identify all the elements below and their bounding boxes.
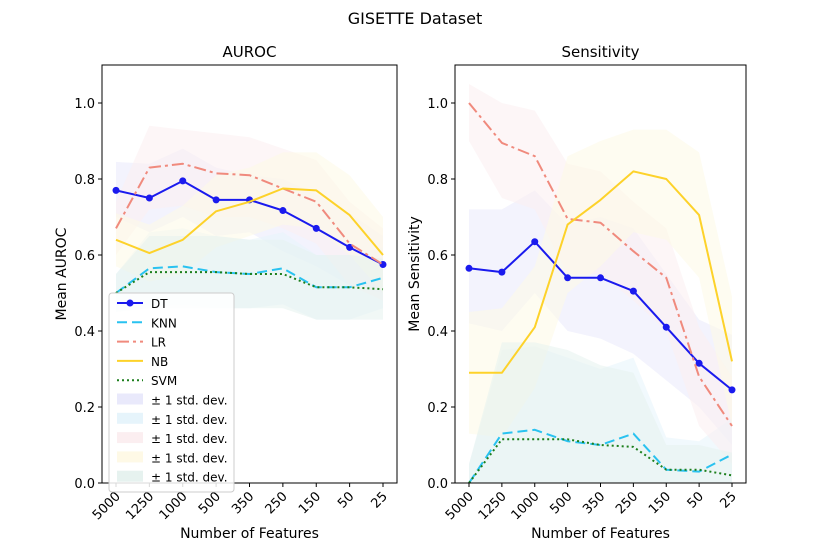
y-tick-label: 1.0 bbox=[74, 97, 95, 112]
x-tick-label: 350 bbox=[229, 489, 257, 517]
dt-point bbox=[498, 268, 506, 276]
lr-line bbox=[115, 162, 384, 266]
y-tick-label: 0.6 bbox=[427, 249, 448, 264]
x-tick-label: 500 bbox=[547, 489, 575, 517]
x-tick-label: 1000 bbox=[157, 489, 191, 523]
legend-band-swatch-nb bbox=[117, 451, 143, 463]
legend-band-label: ± 1 std. dev. bbox=[151, 471, 228, 485]
figure-title: GISETTE Dataset bbox=[348, 9, 483, 28]
plot-area bbox=[112, 125, 387, 320]
x-tick-label: 50 bbox=[685, 489, 707, 511]
y-tick-label: 0.4 bbox=[74, 325, 95, 340]
dt-point bbox=[695, 359, 703, 367]
y-tick-label: 0.0 bbox=[427, 477, 448, 492]
x-tick-label: 5000 bbox=[90, 489, 124, 523]
dt-std-band bbox=[469, 190, 732, 445]
lr-std-band bbox=[469, 84, 732, 464]
legend-label-dt: DT bbox=[151, 297, 168, 311]
dt-point bbox=[465, 264, 473, 272]
x-tick-label: 25 bbox=[369, 489, 391, 511]
dt-point bbox=[728, 386, 736, 394]
y-tick-label: 0.0 bbox=[74, 477, 95, 492]
x-tick-label: 250 bbox=[613, 489, 641, 517]
y-tick-label: 0.8 bbox=[74, 173, 95, 188]
dt-point bbox=[279, 207, 287, 215]
y-tick-label: 0.2 bbox=[427, 401, 448, 416]
svm-line bbox=[115, 271, 384, 294]
dt-point bbox=[662, 323, 670, 331]
legend-label-knn: KNN bbox=[151, 316, 177, 330]
legend-band-swatch-dt bbox=[117, 393, 143, 405]
dt-point bbox=[145, 194, 153, 202]
plot-area bbox=[465, 84, 736, 483]
lr-line bbox=[468, 102, 733, 427]
y-tick-label: 0.2 bbox=[74, 401, 95, 416]
nb-line bbox=[469, 170, 733, 374]
x-tick-label: 1000 bbox=[509, 489, 543, 523]
dt-point bbox=[179, 177, 187, 185]
legend-band-label: ± 1 std. dev. bbox=[151, 394, 228, 408]
dt-point bbox=[112, 186, 120, 194]
panel-title: AUROC bbox=[223, 43, 277, 61]
legend-marker-dt bbox=[126, 299, 134, 307]
y-axis-label: Mean AUROC bbox=[54, 227, 70, 320]
legend-band-label: ± 1 std. dev. bbox=[151, 451, 228, 465]
dt-point bbox=[564, 274, 572, 282]
dt-point bbox=[531, 238, 539, 246]
dt-point bbox=[597, 274, 604, 282]
legend: DT KNN LR NB SVM ± 1 std. dev. ± 1 std. dev. ± … bbox=[108, 292, 235, 493]
svm-line bbox=[468, 438, 733, 483]
dt-point bbox=[212, 196, 220, 204]
legend-label-svm: SVM bbox=[151, 374, 177, 388]
legend-band-swatch-knn bbox=[117, 412, 143, 424]
x-tick-label: 1250 bbox=[476, 489, 510, 523]
legend-band-label: ± 1 std. dev. bbox=[151, 432, 228, 446]
x-tick-label: 150 bbox=[296, 489, 324, 517]
x-tick-label: 250 bbox=[263, 489, 291, 517]
legend-label-nb: NB bbox=[151, 355, 168, 369]
auroc-panel: 0.0 0.2 0.4 0.6 0.8 1.0 5000 1250 1000 500 350 250 1… bbox=[54, 43, 398, 542]
svm-std-band bbox=[469, 342, 732, 483]
y-tick-label: 0.8 bbox=[427, 173, 448, 188]
dt-point bbox=[629, 287, 637, 295]
x-axis-label: Number of Features bbox=[531, 526, 670, 542]
nb-line bbox=[115, 187, 384, 256]
legend-label-lr: LR bbox=[151, 336, 166, 350]
dt-point bbox=[312, 224, 320, 232]
x-tick-label: 500 bbox=[196, 489, 224, 517]
x-tick-label: 1250 bbox=[123, 489, 157, 523]
panel-title: Sensitivity bbox=[561, 43, 639, 61]
legend-band-label: ± 1 std. dev. bbox=[151, 413, 228, 427]
x-axis-label: Number of Features bbox=[180, 526, 319, 542]
y-tick-label: 0.4 bbox=[427, 325, 448, 340]
legend-band-swatch-svm bbox=[117, 470, 143, 482]
y-axis-label: Mean Sensitivity bbox=[407, 216, 423, 331]
x-tick-label: 350 bbox=[580, 489, 608, 517]
x-tick-label: 150 bbox=[646, 489, 674, 517]
x-tick-label: 50 bbox=[335, 489, 357, 511]
y-tick-label: 0.6 bbox=[74, 249, 95, 264]
legend-band-swatch-lr bbox=[117, 432, 143, 444]
x-tick-label: 25 bbox=[718, 489, 740, 511]
x-tick-label: 5000 bbox=[443, 489, 477, 523]
y-tick-label: 1.0 bbox=[427, 97, 448, 112]
knn-line bbox=[115, 265, 384, 294]
